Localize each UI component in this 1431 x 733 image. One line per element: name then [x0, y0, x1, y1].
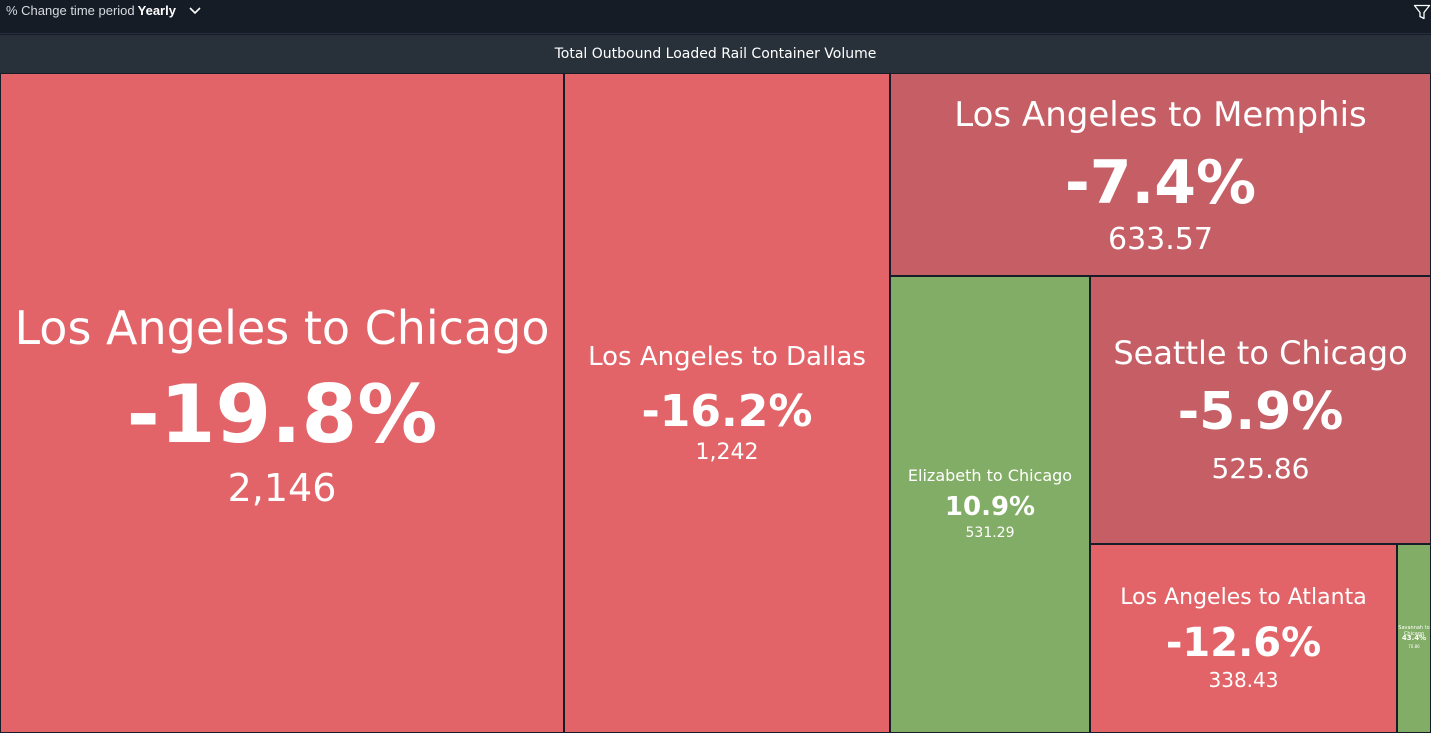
tile-change: -16.2% — [641, 386, 813, 437]
tile-change: -19.8% — [126, 368, 438, 461]
tile-change: -12.6% — [1165, 620, 1322, 666]
tile-value: 531.29 — [965, 525, 1015, 541]
treemap-tile[interactable]: Los Angeles to Atlanta -12.6% 338.43 — [1090, 544, 1397, 733]
tile-value: 2,146 — [227, 466, 337, 510]
tile-value: 70.86 — [1408, 644, 1420, 649]
tile-label: Savannah to Chicago — [1398, 625, 1430, 637]
tile-value: 525.86 — [1211, 452, 1310, 485]
chevron-down-icon[interactable] — [187, 2, 203, 18]
tile-label: Los Angeles to Memphis — [954, 95, 1367, 135]
tile-change: 43.4% — [1401, 634, 1427, 642]
tile-value: 1,242 — [695, 440, 759, 465]
tile-label: Los Angeles to Chicago — [14, 301, 550, 355]
treemap-tile[interactable]: Savannah to Chicago 43.4% 70.86 — [1397, 544, 1431, 733]
tile-label: Los Angeles to Atlanta — [1120, 585, 1367, 610]
tile-label: Seattle to Chicago — [1113, 334, 1408, 372]
period-label: % Change time period — [6, 3, 135, 18]
tile-change: 10.9% — [944, 492, 1036, 522]
tile-value: 338.43 — [1208, 668, 1279, 692]
filter-icon[interactable] — [1413, 3, 1431, 21]
period-value: Yearly — [137, 3, 176, 18]
filter-bar: % Change time period Yearly — [0, 0, 1431, 34]
treemap-tile[interactable]: Los Angeles to Dallas -16.2% 1,242 — [564, 73, 890, 733]
chart-title-bar: Total Outbound Loaded Rail Container Vol… — [0, 35, 1431, 73]
tile-change: -7.4% — [1064, 148, 1257, 218]
treemap-chart: Los Angeles to Chicago -19.8% 2,146 Los Ang… — [0, 73, 1431, 733]
treemap-tile[interactable]: Los Angeles to Chicago -19.8% 2,146 — [0, 73, 564, 733]
treemap-tile[interactable]: Seattle to Chicago -5.9% 525.86 — [1090, 276, 1431, 544]
treemap-tile[interactable]: Los Angeles to Memphis -7.4% 633.57 — [890, 73, 1431, 276]
period-dropdown[interactable]: % Change time period Yearly — [6, 3, 176, 18]
tile-value: 633.57 — [1108, 222, 1213, 257]
tile-label: Los Angeles to Dallas — [588, 342, 866, 372]
tile-label: Elizabeth to Chicago — [907, 466, 1073, 485]
treemap-tile[interactable]: Elizabeth to Chicago 10.9% 531.29 — [890, 276, 1090, 733]
chart-title: Total Outbound Loaded Rail Container Vol… — [554, 46, 877, 62]
tile-change: -5.9% — [1177, 382, 1344, 442]
